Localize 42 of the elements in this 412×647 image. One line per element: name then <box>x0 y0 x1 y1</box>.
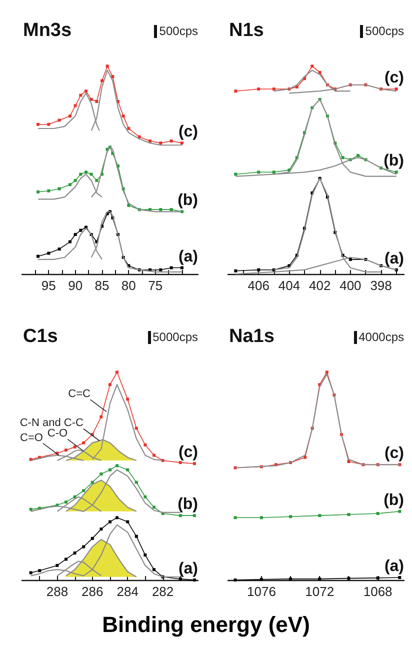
series-label: (a) <box>384 250 404 268</box>
series-label: (b) <box>178 192 198 210</box>
series-label: (b) <box>384 492 404 509</box>
x-tick-label: 95 <box>41 278 56 293</box>
x-tick-label: 282 <box>152 584 174 599</box>
x-tick-label: 85 <box>94 278 110 293</box>
x-tick-label: 75 <box>148 278 163 293</box>
chart-title: C1s <box>23 326 58 347</box>
series-label: (c) <box>178 124 198 141</box>
series-label: (a) <box>384 558 404 576</box>
chart-title: N1s <box>229 20 264 41</box>
series-label: (c) <box>384 70 404 87</box>
series-label: (a) <box>178 248 198 266</box>
text: 5000cps <box>152 330 198 344</box>
x-tick-label: 406 <box>248 278 270 293</box>
x-tick-label: 1068 <box>363 584 392 599</box>
x-tick-label: 90 <box>68 278 83 293</box>
annotation: C-N and C-C <box>20 417 84 430</box>
x-tick-label: 286 <box>82 584 104 599</box>
x-tick-label: 284 <box>116 584 138 599</box>
annotation: C=O <box>20 432 44 444</box>
chart-title: Mn3s <box>23 20 72 41</box>
x-axis-title: Binding energy (eV) <box>101 612 311 638</box>
x-tick-label: 398 <box>370 278 392 293</box>
x-tick-label: 402 <box>308 278 331 293</box>
chart-title: Na1s <box>229 326 274 347</box>
x-tick-label: 80 <box>121 278 136 293</box>
series-label: (c) <box>178 444 198 462</box>
x-tick-label: 1076 <box>246 584 276 599</box>
series-label: (b) <box>178 496 198 514</box>
text: 500cps <box>159 24 198 38</box>
series-label: (a) <box>178 560 198 578</box>
annotation: C-O <box>47 428 68 440</box>
x-tick-label: 404 <box>278 278 300 293</box>
x-tick-label: 288 <box>46 584 68 599</box>
x-tick-label: 400 <box>340 278 362 293</box>
series-label: (c) <box>384 445 404 462</box>
text: 500cps <box>365 24 404 38</box>
annotation: C=C <box>68 388 91 400</box>
x-tick-label: 1072 <box>305 584 334 599</box>
text: 4000cps <box>358 330 404 344</box>
series-label: (b) <box>384 152 404 170</box>
